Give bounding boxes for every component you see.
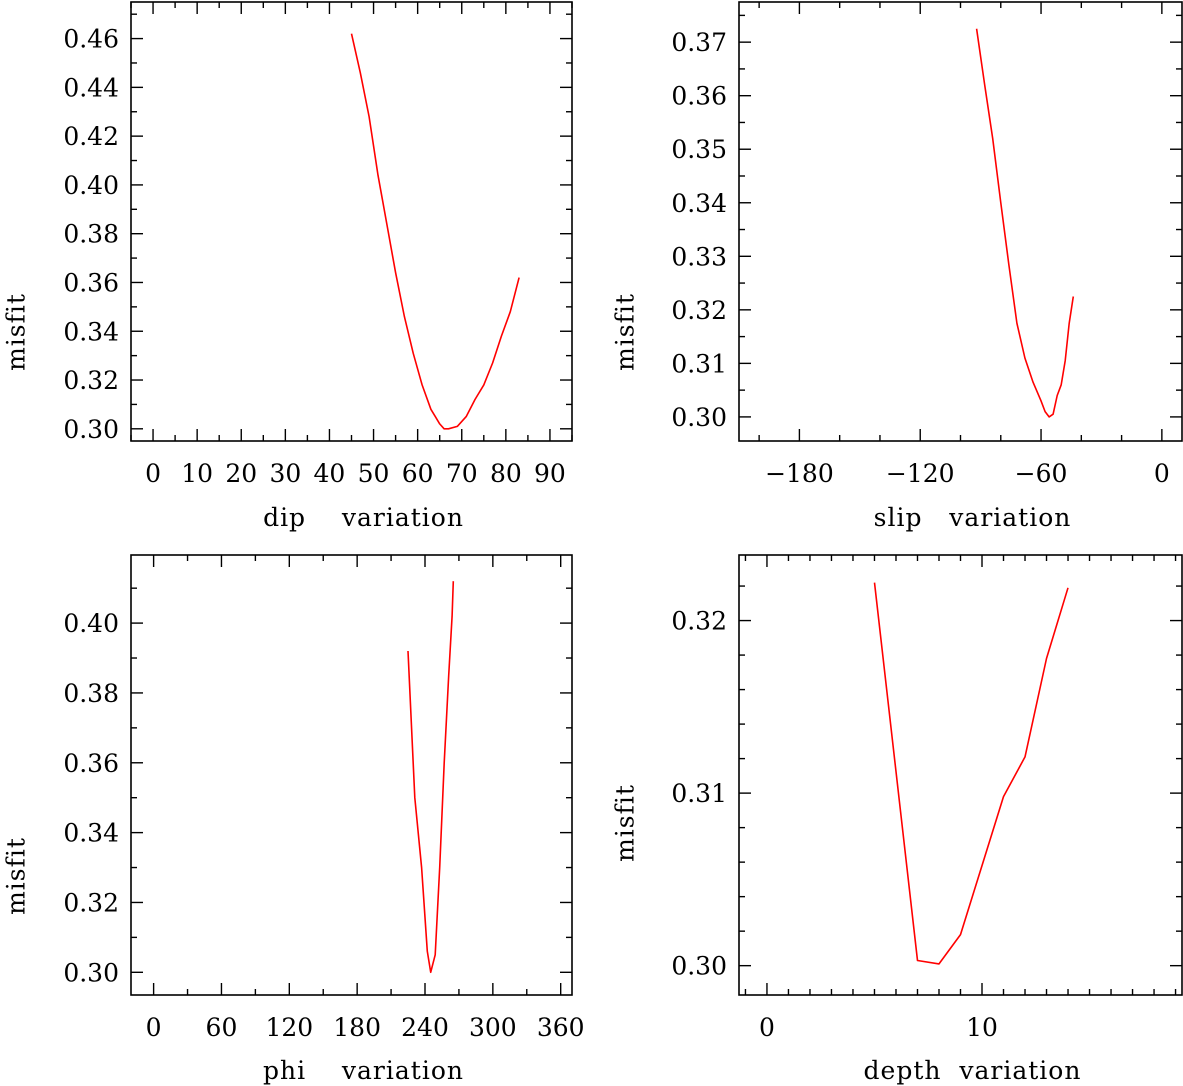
y-tick-label: 0.46 [63,25,119,54]
x-tick-label: 0 [145,459,161,488]
x-tick-label: 20 [225,459,257,488]
y-tick-label: 0.40 [63,171,119,200]
x-tick-label: 240 [401,1013,449,1042]
y-tick-label: 0.30 [671,403,727,432]
x-axis-label: depth variation [864,1056,1082,1085]
x-tick-label: 0 [759,1013,775,1042]
y-tick-label: 0.34 [63,819,119,848]
y-tick-label: 0.31 [671,779,727,808]
x-axis-label: slip variation [874,503,1072,532]
y-axis-label: misfit [2,293,31,371]
y-tick-label: 0.37 [671,28,727,57]
chart-panel: 0 10 0.30 0.31 0.32 depth variation misfit [611,554,1183,1085]
y-tick-label: 0.40 [63,609,119,638]
chart-panel: 0 60 120 180 240 300 360 0.30 0.32 0.34 0.36 0.38 0.… [2,554,585,1085]
misfit-series-line [350,33,520,430]
x-tick-label: 10 [181,459,213,488]
x-tick-label: 50 [358,459,390,488]
y-tick-label: 0.34 [63,317,119,346]
y-axis-label: misfit [611,784,640,862]
y-tick-label: 0.32 [63,888,119,917]
chart-panel: −180 −120 −60 0 0.30 0.31 0.32 0.33 0.34 0.35 0.36… [611,1,1183,532]
y-tick-label: 0.32 [671,296,727,325]
y-tick-label: 0.30 [63,415,119,444]
x-tick-label: 60 [206,1013,238,1042]
x-tick-label: 180 [333,1013,381,1042]
y-tick-label: 0.30 [671,952,727,981]
y-tick-label: 0.34 [671,189,727,218]
y-tick-label: 0.38 [63,679,119,708]
x-tick-label: −180 [765,459,834,488]
y-tick-label: 0.38 [63,220,119,249]
x-tick-label: −60 [1015,459,1068,488]
x-tick-label: 0 [1154,459,1170,488]
y-axis-label: misfit [2,837,31,915]
x-tick-label: 300 [469,1013,517,1042]
y-tick-label: 0.30 [63,958,119,987]
x-tick-label: 10 [966,1013,998,1042]
y-tick-label: 0.35 [671,135,727,164]
x-axis-label: phi variation [263,1056,464,1085]
x-tick-label: 0 [146,1013,162,1042]
misfit-series-line [975,28,1075,418]
y-tick-label: 0.36 [671,82,727,111]
misfit-series-line [873,582,1069,965]
x-axis-label: dip variation [263,503,464,532]
y-tick-label: 0.32 [63,366,119,395]
chart-panel: 0 10 20 30 40 50 60 70 80 90 0.30 0.32 0.34 0.36 0.38 0… [2,1,573,532]
x-tick-label: 70 [446,459,478,488]
plot-frame [738,554,1183,996]
x-tick-label: 40 [314,459,346,488]
y-tick-label: 0.33 [671,242,727,271]
y-tick-label: 0.42 [63,122,119,151]
y-axis-label: misfit [611,293,640,371]
x-tick-label: −120 [886,459,955,488]
x-tick-label: 30 [269,459,301,488]
plot-frame [130,554,573,996]
x-tick-label: 90 [534,459,566,488]
misfit-series-line [407,581,455,974]
y-tick-label: 0.31 [671,349,727,378]
x-tick-label: 120 [265,1013,313,1042]
y-tick-label: 0.36 [63,749,119,778]
y-tick-label: 0.44 [63,73,119,102]
x-tick-label: 80 [490,459,522,488]
x-tick-label: 60 [402,459,434,488]
y-tick-label: 0.32 [671,607,727,636]
plot-frame [130,1,573,442]
plot-frame [738,1,1183,442]
y-tick-label: 0.36 [63,268,119,297]
x-tick-label: 360 [537,1013,585,1042]
